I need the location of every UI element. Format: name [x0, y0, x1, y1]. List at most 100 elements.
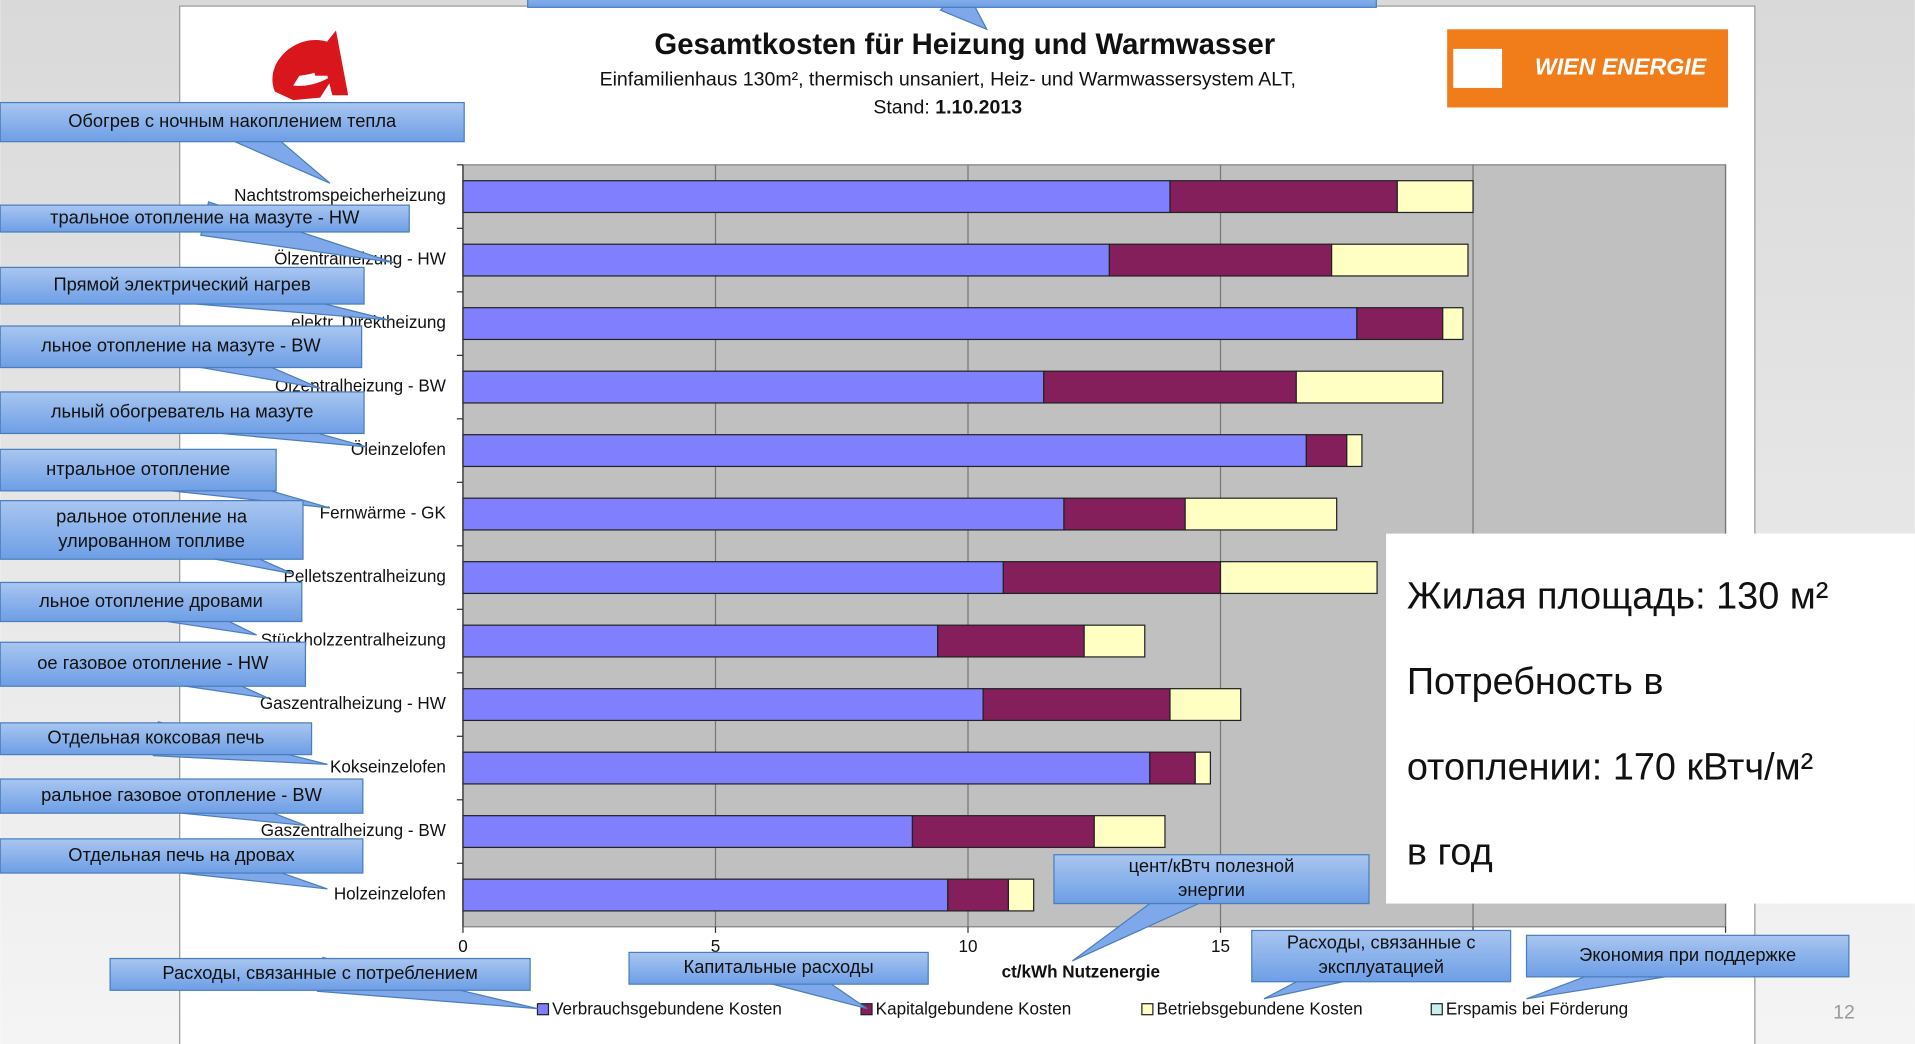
bar [462, 180, 1171, 214]
legend-label: Kapitalgebundene Kosten [876, 999, 1072, 1018]
callout-text: Экономия при поддержке [1579, 944, 1796, 965]
y-tick-label: Fernwärme - GK [320, 504, 447, 523]
bar [1043, 370, 1297, 404]
bar [1356, 307, 1444, 341]
bar [1149, 751, 1196, 785]
info-box-bg [1386, 533, 1915, 904]
callout [1053, 854, 1370, 905]
callout [0, 325, 363, 369]
callout [0, 266, 365, 305]
callout-text: ое газовое отопление - HW [37, 652, 269, 673]
callout-text: нтральное отопление [46, 458, 230, 479]
bar [462, 561, 1004, 595]
callout [0, 581, 303, 623]
bar [462, 815, 914, 849]
callout-text: ральное газовое отопление - BW [41, 784, 322, 805]
bar [1063, 497, 1186, 531]
callout-text: энергии [1178, 879, 1245, 900]
stand: Stand: 1.10.2013 [873, 97, 1022, 119]
x-tick-label: 0 [458, 937, 468, 956]
callout-text: Расходы, связанные с [1287, 932, 1476, 953]
y-tick-label: Holzeinzelofen [334, 885, 446, 904]
callout [109, 957, 531, 991]
info-line: Жилая площадь: 130 м² [1407, 575, 1829, 617]
callout-text: Расходы, связанные с потреблением [162, 962, 477, 983]
plot: 0510152025NachtstromspeicherheizungÖlzen… [234, 164, 1735, 956]
y-tick-label: Ölzentralheizung - BW [275, 377, 447, 396]
callout-text: ральное отопление на [56, 506, 248, 527]
logo-text: WIEN ENERGIE [1535, 54, 1708, 80]
callout-text: Обогрев с ночным накоплением тепла [68, 110, 397, 131]
bar [982, 688, 1171, 722]
callout-text: льное отопление дровами [39, 590, 263, 611]
legend-swatch [1430, 1003, 1443, 1016]
callout [0, 500, 304, 560]
bar [1194, 751, 1212, 785]
stand-date: 1.10.2013 [935, 97, 1022, 119]
bar [462, 497, 1065, 531]
y-tick-label: Kokseinzelofen [330, 758, 446, 777]
callout-text: Отдельная печь на дровах [68, 844, 295, 865]
x-axis-label: ct/kWh Nutzenergie [1002, 963, 1160, 982]
chart-subtitle: Einfamilienhaus 130m², thermisch unsanie… [600, 69, 1296, 91]
bar [937, 624, 1085, 658]
y-tick-label: Gaszentralheizung - HW [260, 694, 447, 713]
y-tick-label: Stückholzzentralheizung [261, 631, 446, 650]
y-tick-label: Gaszentralheizung - BW [261, 821, 447, 840]
wien-logo-mark [1453, 48, 1503, 88]
callout-text: улированном топливе [58, 530, 245, 551]
callout-text: льное отопление на мазуте - BW [41, 335, 321, 356]
bar [911, 815, 1095, 849]
ea-logo [272, 30, 349, 101]
bar [1002, 561, 1222, 595]
bar [462, 243, 1111, 277]
bar [462, 751, 1151, 785]
y-tick-label: Ölzentralheizung - HW [274, 250, 447, 269]
page-number: 12 [1833, 1002, 1855, 1024]
bar [947, 878, 1010, 912]
bar [462, 624, 939, 658]
bar [462, 307, 1358, 341]
callout [1525, 934, 1850, 978]
x-tick-label: 15 [1211, 937, 1230, 956]
bar [1396, 180, 1474, 214]
info-line: в год [1407, 832, 1493, 874]
bar [1184, 497, 1338, 531]
bar [1093, 815, 1166, 849]
callout-text: Прямой электрический нагрев [53, 274, 310, 295]
info-line: отоплении: 170 кВтч/м² [1407, 746, 1813, 788]
callout-text: Капитальные расходы [684, 956, 874, 977]
bar [1007, 878, 1035, 912]
legend-label: Verbrauchsgebundene Kosten [552, 999, 782, 1018]
callout-text: льный обогреватель на мазуте [51, 401, 314, 422]
callout [527, 0, 1377, 8]
bar [462, 434, 1307, 468]
callout-text: цент/кВтч полезной [1129, 855, 1295, 876]
bar [1331, 243, 1469, 277]
legend: Verbrauchsgebundene Kosten Kapitalgebunde… [536, 999, 1628, 1018]
legend-swatch [860, 1003, 873, 1016]
bar [1305, 434, 1348, 468]
callout [0, 391, 365, 435]
callout [0, 641, 307, 687]
callouts: Обогрев с ночным накоплением тепла тральн… [0, 0, 1850, 1010]
callout [0, 101, 465, 143]
callout-text: Отдельная коксовая печь [47, 727, 264, 748]
callout-text: тральное отопление на мазуте - HW [50, 206, 360, 227]
chart-title: Gesamtkosten für Heizung und Warmwasser [654, 28, 1275, 61]
bar [462, 878, 949, 912]
callout-text: эксплуатацией [1318, 956, 1443, 977]
y-tick-label: Nachtstromspeicherheizung [234, 186, 446, 205]
x-tick-label: 10 [959, 937, 978, 956]
bar [1219, 561, 1378, 595]
callout [0, 448, 277, 492]
stand-label: Stand: [873, 97, 929, 119]
bar [1295, 370, 1444, 404]
bar [1169, 688, 1242, 722]
bar [1442, 307, 1464, 341]
legend-swatch [1141, 1003, 1154, 1016]
y-tick-label: Pelletszentralheizung [284, 567, 446, 586]
bar [1169, 180, 1398, 214]
